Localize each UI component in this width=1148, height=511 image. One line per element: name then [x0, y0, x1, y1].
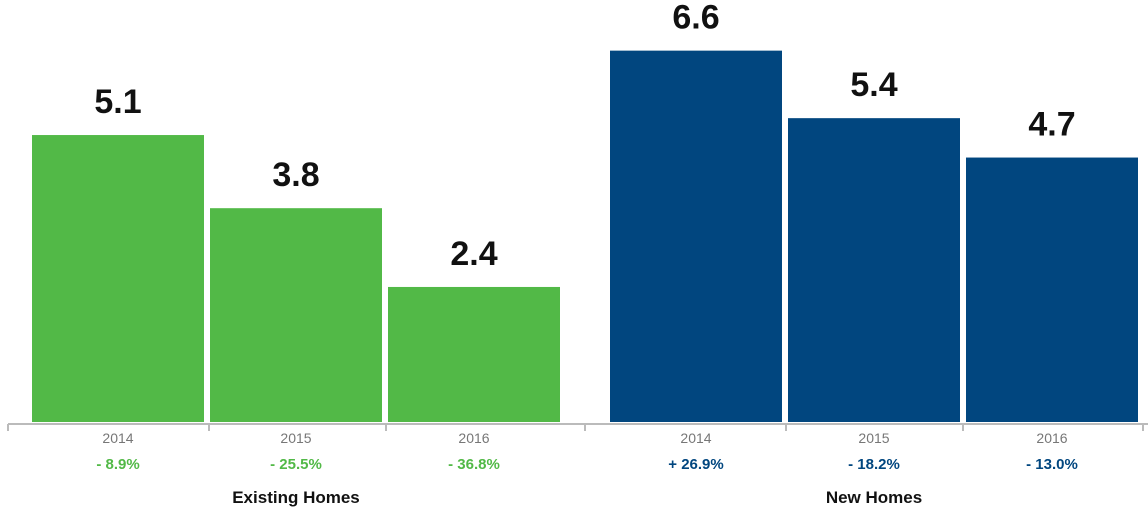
change-label: - 13.0% [1026, 456, 1078, 473]
tick-label: 2014 [102, 430, 133, 446]
change-label: - 25.5% [270, 456, 322, 473]
bar [788, 118, 960, 422]
data-label: 3.8 [272, 156, 319, 194]
data-label: 5.4 [850, 66, 897, 104]
data-label: 4.7 [1028, 106, 1075, 144]
data-label: 6.6 [672, 0, 719, 37]
tick-label: 2015 [858, 430, 889, 446]
tick-label: 2014 [680, 430, 711, 446]
change-label: - 18.2% [848, 456, 900, 473]
data-label: 2.4 [450, 235, 497, 273]
change-label: + 26.9% [668, 456, 723, 473]
tick-label: 2016 [458, 430, 489, 446]
bar [210, 208, 382, 422]
group-label: Existing Homes [232, 488, 360, 507]
tick-label: 2015 [280, 430, 311, 446]
change-label: - 36.8% [448, 456, 500, 473]
data-label: 5.1 [94, 83, 141, 121]
group-label: New Homes [826, 488, 922, 507]
bar [966, 157, 1138, 422]
bar [32, 135, 204, 423]
bar [610, 50, 782, 422]
tick-label: 2016 [1036, 430, 1067, 446]
bar [388, 286, 560, 422]
change-label: - 8.9% [96, 456, 139, 473]
